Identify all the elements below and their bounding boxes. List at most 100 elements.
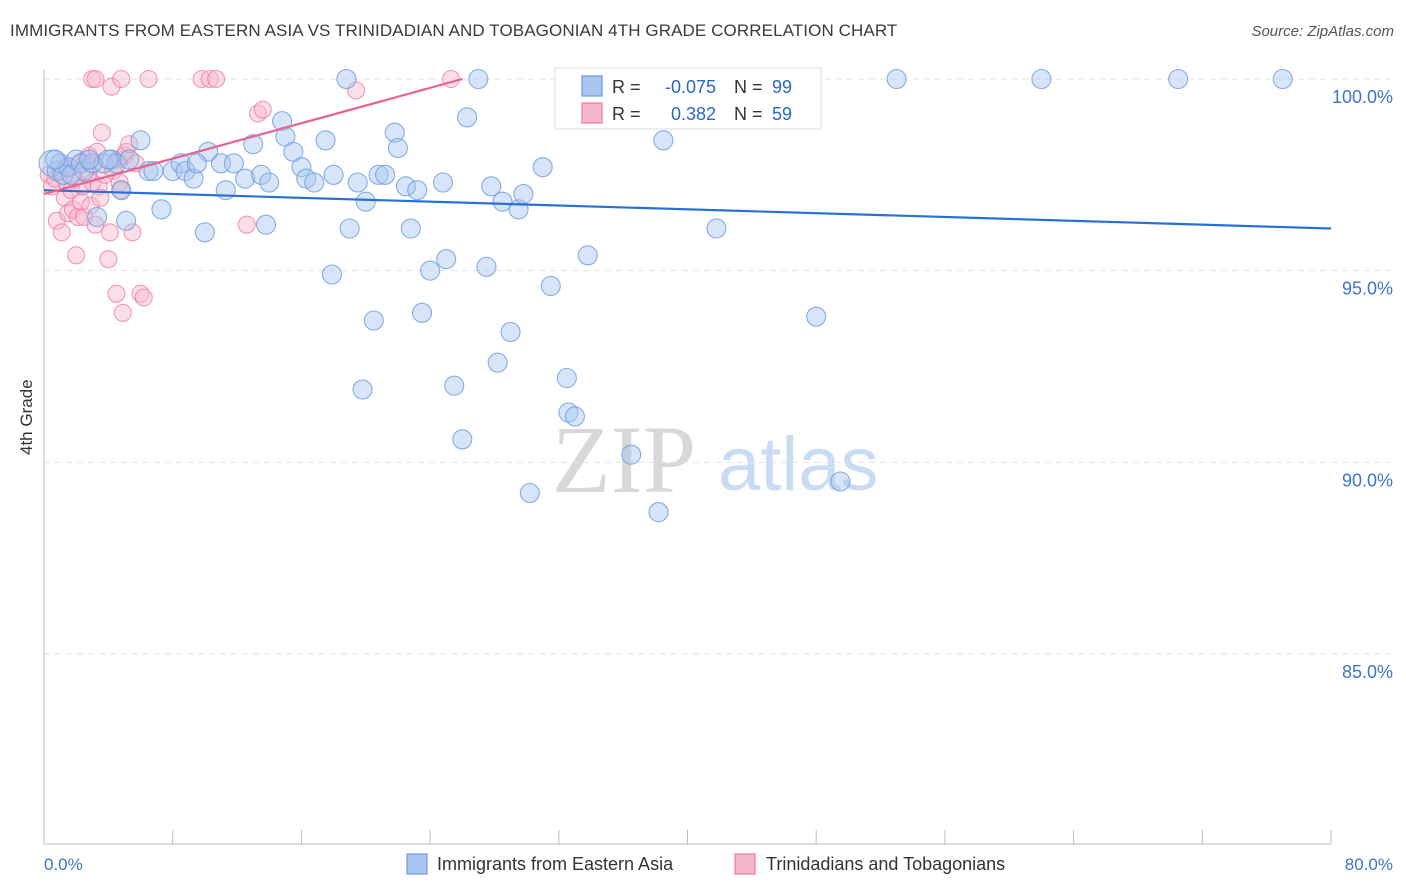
point-eastern-asia xyxy=(412,302,433,323)
point-eastern-asia xyxy=(621,444,642,465)
point-eastern-asia xyxy=(352,379,373,400)
point-eastern-asia xyxy=(452,429,473,450)
point-eastern-asia xyxy=(315,130,336,151)
point-trinidadians xyxy=(123,223,142,242)
point-eastern-asia xyxy=(1168,68,1189,90)
point-eastern-asia xyxy=(886,68,907,90)
point-eastern-asia xyxy=(259,172,280,193)
y-tick-label: 90.0% xyxy=(1342,470,1393,490)
y-tick-label: 85.0% xyxy=(1342,662,1393,682)
point-eastern-asia xyxy=(648,502,669,523)
point-eastern-asia xyxy=(323,164,344,185)
point-eastern-asia xyxy=(487,352,508,373)
point-eastern-asia xyxy=(321,264,343,285)
point-eastern-asia xyxy=(255,214,277,235)
point-trinidadians xyxy=(99,250,118,269)
point-eastern-asia xyxy=(564,406,585,427)
point-eastern-asia xyxy=(476,256,497,277)
point-eastern-asia xyxy=(830,471,851,492)
point-eastern-asia xyxy=(558,402,579,423)
point-eastern-asia xyxy=(519,482,540,504)
bottom-legend-swatch-pink xyxy=(734,853,756,875)
point-eastern-asia xyxy=(492,191,513,212)
point-eastern-asia xyxy=(481,176,502,197)
point-eastern-asia xyxy=(304,172,325,193)
point-trinidadians xyxy=(91,188,110,207)
point-trinidadians xyxy=(68,207,87,227)
x-ticks xyxy=(43,830,1332,844)
y-tick-labels: 85.0% 90.0% 95.0% 100.0% xyxy=(1332,87,1393,682)
point-eastern-asia xyxy=(119,149,140,170)
point-trinidadians xyxy=(81,196,100,215)
legend-swatch-blue xyxy=(581,75,603,97)
point-trinidadians xyxy=(71,192,91,211)
point-eastern-asia xyxy=(291,157,312,178)
point-eastern-asia xyxy=(363,310,384,331)
legend-box: R = -0.075 N = 99 R = 0.382 N = 59 xyxy=(554,67,822,130)
point-trinidadians xyxy=(86,69,105,89)
point-eastern-asia xyxy=(540,275,561,297)
point-eastern-asia xyxy=(706,218,727,239)
point-eastern-asia xyxy=(1272,68,1293,90)
point-eastern-asia xyxy=(500,321,521,343)
point-eastern-asia xyxy=(251,164,272,185)
point-eastern-asia xyxy=(457,107,478,128)
source-label: Source: ZipAtlas.com xyxy=(1251,23,1394,40)
legend-n-label-blue: N = xyxy=(734,77,763,97)
point-eastern-asia xyxy=(468,68,489,90)
point-trinidadians xyxy=(113,303,132,322)
point-trinidadians xyxy=(441,69,461,89)
trend-line-trinidadians xyxy=(43,77,463,196)
point-eastern-asia xyxy=(87,206,108,228)
point-trinidadians xyxy=(134,288,153,307)
point-eastern-asia xyxy=(387,137,408,159)
point-eastern-asia xyxy=(407,180,428,201)
point-eastern-asia xyxy=(653,130,674,151)
point-eastern-asia xyxy=(175,160,196,182)
point-eastern-asia xyxy=(347,172,368,193)
point-eastern-asia xyxy=(98,149,119,170)
trend-line-eastern-asia xyxy=(43,189,1332,230)
point-eastern-asia xyxy=(384,122,405,143)
point-trinidadians xyxy=(112,69,131,89)
point-eastern-asia xyxy=(45,149,66,170)
point-eastern-asia xyxy=(577,245,598,266)
x-tick-label-max: 80.0% xyxy=(1345,855,1393,874)
point-eastern-asia xyxy=(806,306,827,327)
point-eastern-asia xyxy=(151,199,172,220)
point-trinidadians xyxy=(237,215,256,234)
point-eastern-asia xyxy=(556,367,577,389)
point-trinidadians xyxy=(102,77,121,96)
trend-lines xyxy=(43,77,1332,230)
point-eastern-asia xyxy=(368,164,389,185)
x-tick-label-min: 0.0% xyxy=(44,855,83,874)
point-trinidadians xyxy=(207,69,226,89)
point-eastern-asia xyxy=(111,180,132,201)
point-eastern-asia xyxy=(186,153,207,174)
bottom-legend-label-blue: Immigrants from Eastern Asia xyxy=(437,854,674,874)
point-eastern-asia xyxy=(400,218,421,239)
y-tick-label: 100.0% xyxy=(1332,87,1393,107)
y-tick-label: 95.0% xyxy=(1342,279,1393,299)
legend-n-label-pink: N = xyxy=(734,104,763,124)
point-eastern-asia xyxy=(532,157,553,178)
point-eastern-asia xyxy=(336,68,357,90)
point-eastern-asia xyxy=(444,375,465,396)
point-eastern-asia xyxy=(432,172,454,193)
legend-swatch-pink xyxy=(581,102,603,124)
bottom-legend-swatch-blue xyxy=(406,853,428,875)
point-trinidadians xyxy=(139,69,158,89)
chart-title: IMMIGRANTS FROM EASTERN ASIA VS TRINIDAD… xyxy=(10,21,898,40)
point-trinidadians xyxy=(253,100,272,119)
point-eastern-asia xyxy=(74,160,95,182)
point-trinidadians xyxy=(200,69,219,89)
legend-r-value-blue: -0.075 xyxy=(665,77,716,97)
bottom-legend-label-pink: Trinidadians and Tobagonians xyxy=(766,854,1005,874)
point-eastern-asia xyxy=(355,191,376,212)
legend-n-value-pink: 59 xyxy=(772,104,792,124)
legend-r-label-blue: R = xyxy=(612,77,641,97)
point-eastern-asia xyxy=(395,176,417,197)
point-eastern-asia xyxy=(513,183,534,205)
bottom-legend: Immigrants from Eastern Asia Trinidadian… xyxy=(406,853,1005,875)
point-trinidadians xyxy=(100,223,120,242)
